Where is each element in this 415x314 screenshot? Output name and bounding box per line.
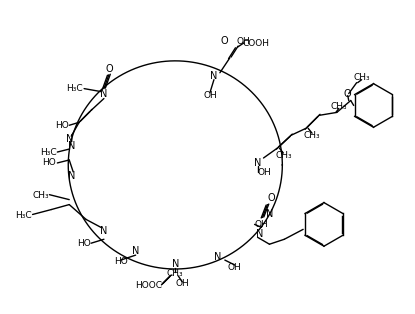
Text: HO: HO bbox=[77, 239, 91, 248]
Text: N: N bbox=[254, 158, 261, 168]
Text: OH: OH bbox=[228, 263, 242, 272]
Text: HOOC: HOOC bbox=[135, 281, 162, 290]
Text: O: O bbox=[220, 36, 228, 46]
Text: N: N bbox=[68, 141, 75, 151]
Text: H₃C: H₃C bbox=[15, 211, 32, 220]
Text: OH: OH bbox=[254, 220, 269, 229]
Text: OH: OH bbox=[203, 91, 217, 100]
Text: HO: HO bbox=[43, 159, 56, 167]
Text: CH₃: CH₃ bbox=[167, 269, 183, 279]
Text: H₃C: H₃C bbox=[66, 84, 83, 93]
Text: CH₃: CH₃ bbox=[33, 191, 49, 200]
Text: OH: OH bbox=[176, 279, 189, 288]
Text: O: O bbox=[344, 89, 352, 99]
Text: O: O bbox=[268, 192, 275, 203]
Text: N: N bbox=[66, 134, 73, 144]
Text: H₃C: H₃C bbox=[40, 148, 56, 157]
Text: N: N bbox=[214, 252, 222, 262]
Text: N: N bbox=[266, 209, 273, 219]
Text: N: N bbox=[132, 246, 139, 256]
Text: CH₃: CH₃ bbox=[275, 150, 292, 160]
Text: HO: HO bbox=[56, 121, 69, 130]
Text: CH₃: CH₃ bbox=[330, 102, 347, 111]
Text: N: N bbox=[68, 171, 75, 181]
Text: OH: OH bbox=[237, 36, 251, 46]
Text: HO: HO bbox=[114, 257, 128, 266]
Text: N: N bbox=[210, 71, 217, 81]
Text: N: N bbox=[100, 226, 107, 236]
Text: O: O bbox=[105, 64, 113, 74]
Text: N: N bbox=[171, 259, 179, 269]
Text: CH₃: CH₃ bbox=[353, 73, 370, 82]
Text: N: N bbox=[100, 89, 107, 99]
Text: COOH: COOH bbox=[243, 39, 270, 47]
Text: OH: OH bbox=[258, 168, 271, 177]
Text: N: N bbox=[256, 229, 263, 239]
Text: CH₃: CH₃ bbox=[304, 131, 320, 140]
